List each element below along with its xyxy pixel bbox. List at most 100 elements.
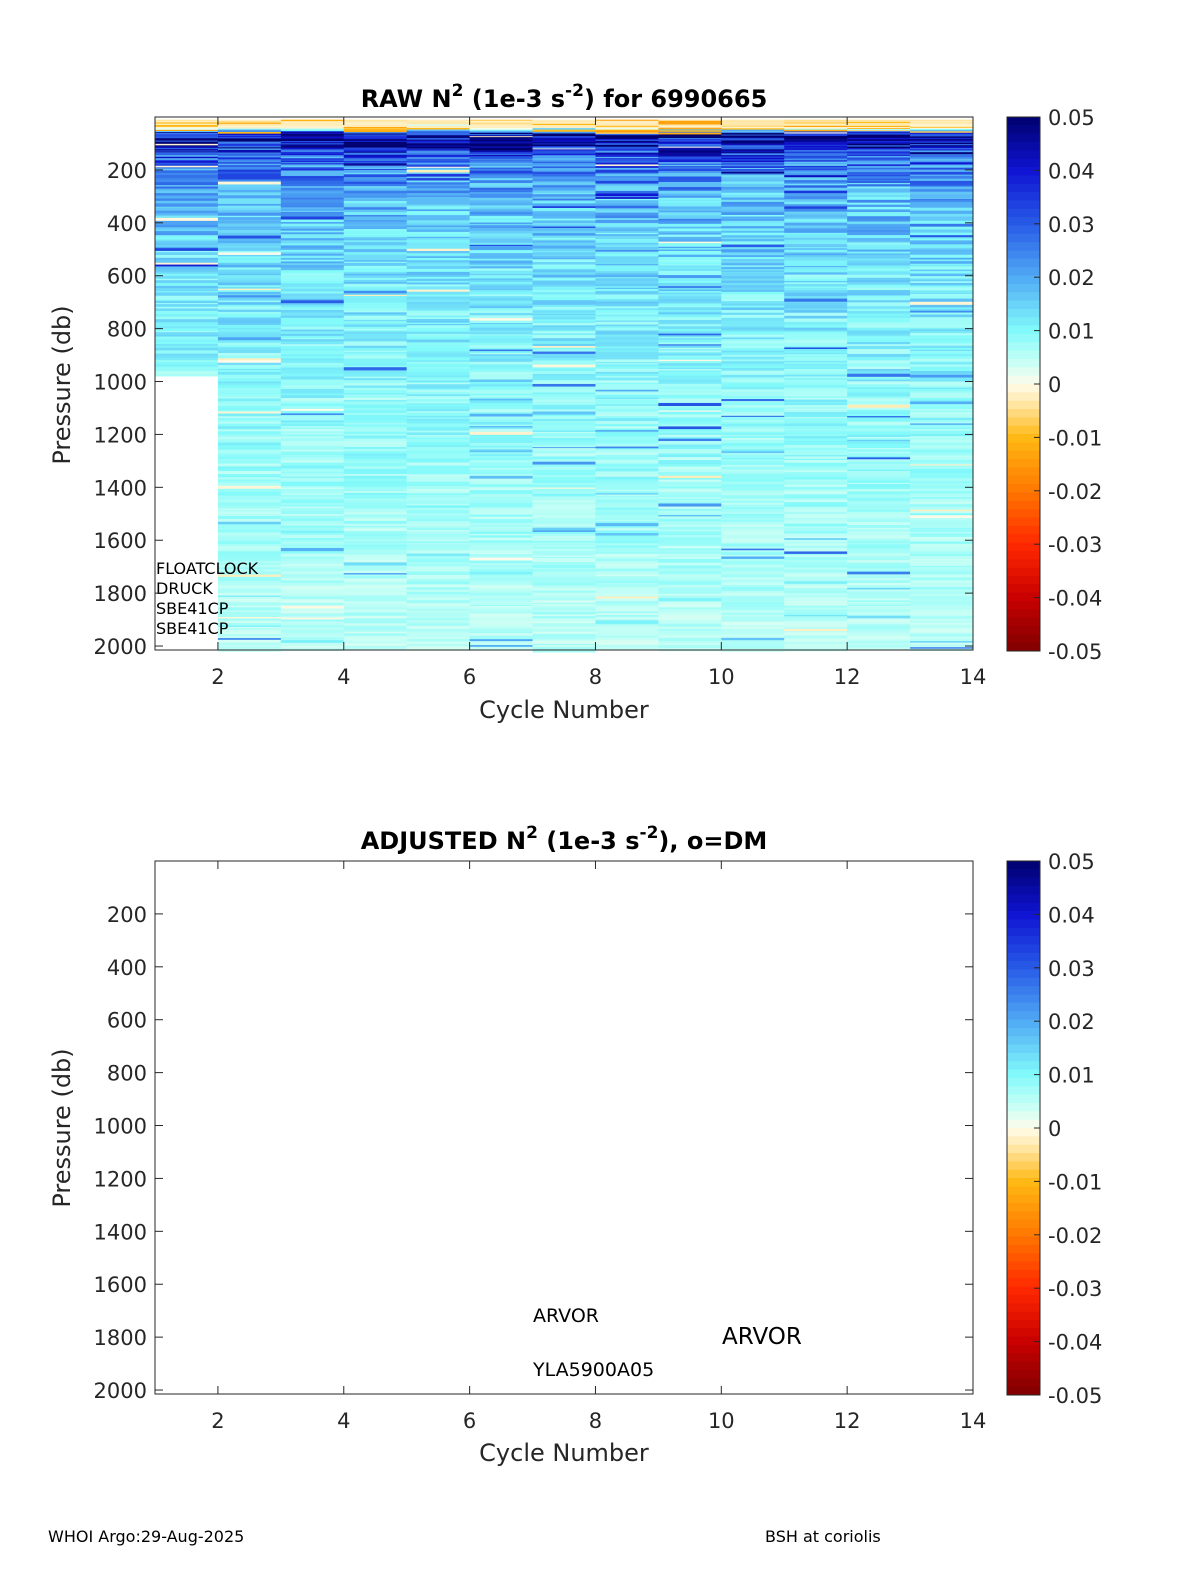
heatmap-cell <box>784 540 848 542</box>
heatmap-cell <box>217 181 282 185</box>
heatmap-cell <box>721 237 785 240</box>
heatmap-cell <box>217 245 282 249</box>
heatmap-cell <box>406 573 470 576</box>
heatmap-cell <box>217 133 282 136</box>
heatmap-cell <box>217 315 282 318</box>
heatmap-cell <box>658 587 722 589</box>
heatmap-cell <box>532 461 596 465</box>
heatmap-cell <box>343 473 407 476</box>
heatmap-cell <box>847 471 911 474</box>
heatmap-cell <box>658 127 722 130</box>
heatmap-cell <box>469 526 533 530</box>
heatmap-cell <box>217 148 282 151</box>
heatmap-cell <box>217 317 282 321</box>
heatmap-cell <box>343 352 407 354</box>
heatmap-cell <box>910 620 974 623</box>
heatmap-cell <box>469 567 533 570</box>
colorbar-tick-label: -0.02 <box>1048 1224 1102 1248</box>
heatmap-cell <box>343 277 407 281</box>
heatmap-cell <box>217 429 282 432</box>
heatmap-cell <box>910 551 974 555</box>
colorbar-swatch <box>1007 1027 1040 1037</box>
colorbar-swatch <box>1007 1353 1040 1363</box>
heatmap-cell <box>658 328 722 332</box>
heatmap-cell <box>658 444 722 448</box>
heatmap-cell <box>784 362 848 365</box>
heatmap-cell <box>784 547 848 550</box>
heatmap-cell <box>847 162 911 165</box>
heatmap-cell <box>784 610 848 614</box>
heatmap-cell <box>469 416 533 420</box>
heatmap-cell <box>595 621 659 625</box>
heatmap-cell <box>784 479 848 482</box>
heatmap-cell <box>532 262 596 265</box>
heatmap-cell <box>343 244 407 247</box>
heatmap-cell <box>910 184 974 187</box>
heatmap-cell <box>658 140 722 142</box>
heatmap-cell <box>217 519 282 523</box>
heatmap-cell <box>343 160 407 163</box>
heatmap-cell <box>217 254 282 257</box>
colorbar-swatch <box>1007 158 1040 168</box>
heatmap-cell <box>847 555 911 559</box>
heatmap-cell <box>469 296 533 299</box>
heatmap-cell <box>595 303 659 307</box>
heatmap-cell <box>406 388 470 391</box>
heatmap-cell <box>280 365 345 368</box>
heatmap-cell <box>910 269 974 272</box>
heatmap-cell <box>910 278 974 281</box>
heatmap-cell <box>847 154 911 157</box>
heatmap-cell <box>658 151 722 154</box>
heatmap-cell <box>595 324 659 327</box>
heatmap-cell <box>721 323 785 327</box>
heatmap-cell <box>658 159 722 162</box>
heatmap-cell <box>595 440 659 444</box>
heatmap-cell <box>217 297 282 301</box>
heatmap-cell <box>658 555 722 558</box>
heatmap-cell <box>784 232 848 236</box>
heatmap-cell <box>406 635 470 639</box>
heatmap-cell <box>595 308 659 311</box>
heatmap-cell <box>595 122 659 124</box>
colorbar-swatch <box>1007 434 1040 443</box>
heatmap-cell <box>406 225 470 228</box>
colorbar-swatch <box>1007 1061 1040 1070</box>
colorbar-tick-label: 0.05 <box>1048 850 1095 874</box>
heatmap-cell <box>658 288 722 290</box>
heatmap-cell <box>658 201 722 203</box>
heatmap-cell <box>910 145 974 147</box>
colorbar-swatch <box>1007 492 1040 502</box>
heatmap-cell <box>280 415 345 419</box>
heatmap-cell <box>721 273 785 277</box>
heatmap-cell <box>343 536 407 540</box>
heatmap-cell <box>595 291 659 293</box>
heatmap-cell <box>658 141 722 144</box>
heatmap-cell <box>280 460 345 463</box>
heatmap-cell <box>847 178 911 181</box>
heatmap-cell <box>406 185 470 189</box>
heatmap-cell <box>280 575 345 579</box>
heatmap-cell <box>532 612 596 615</box>
heatmap-cell <box>406 452 470 454</box>
heatmap-cell <box>532 355 596 359</box>
heatmap-cell <box>532 616 596 619</box>
heatmap-cell <box>469 445 533 448</box>
heatmap-cell <box>658 571 722 575</box>
heatmap-cell <box>406 238 470 241</box>
heatmap-cell <box>217 388 282 390</box>
heatmap-cell <box>910 247 974 250</box>
heatmap-cell <box>155 330 219 333</box>
heatmap-cell <box>658 301 722 304</box>
heatmap-cell <box>217 546 282 550</box>
heatmap-cell <box>595 418 659 422</box>
heatmap-cell <box>847 409 911 413</box>
heatmap-cell <box>280 494 345 498</box>
heatmap-cell <box>658 338 722 340</box>
heatmap-cell <box>847 333 911 336</box>
heatmap-cell <box>469 595 533 599</box>
heatmap-cell <box>155 165 219 168</box>
heatmap-cell <box>155 207 219 211</box>
heatmap-cell <box>721 139 785 141</box>
heatmap-cell <box>406 409 470 412</box>
heatmap-cell <box>784 292 848 297</box>
